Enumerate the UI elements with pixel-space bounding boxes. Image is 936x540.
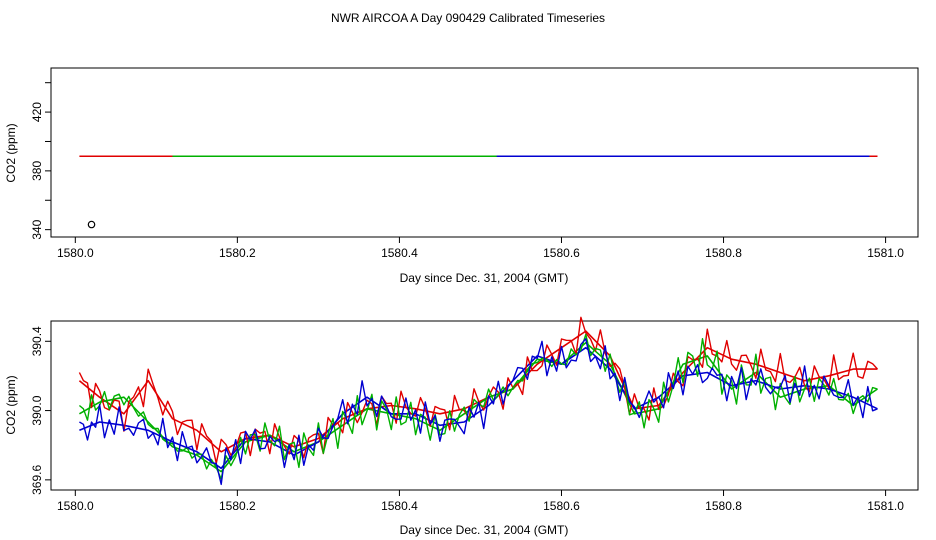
bottom-y-tick-label: 369.6 xyxy=(30,465,44,495)
bottom-y-tick-label: 390.0 xyxy=(30,395,44,425)
bottom-series-red-detail xyxy=(78,316,879,464)
top-y-axis-label: CO2 (ppm) xyxy=(4,123,18,182)
bottom-series-green xyxy=(79,341,878,473)
bottom-series-red xyxy=(78,330,878,453)
bottom-panel: 1580.0 1580.2 1580.4 1580.6 1580.8 1581.0 369… xyxy=(4,316,919,537)
top-x-tick-label: 1580.8 xyxy=(705,246,742,260)
top-x-tick-label: 1581.0 xyxy=(867,246,904,260)
top-point-marker xyxy=(87,220,96,229)
bottom-series-blue-detail xyxy=(79,338,878,486)
top-plot-area xyxy=(79,155,878,229)
bottom-y-tick-label: 390.4 xyxy=(30,326,44,356)
bottom-x-tick-label: 1580.6 xyxy=(543,499,580,513)
bottom-series-green-detail xyxy=(78,333,878,480)
bottom-x-tick-label: 1581.0 xyxy=(867,499,904,513)
bottom-x-axis-label: Day since Dec. 31, 2004 (GMT) xyxy=(400,523,569,537)
top-x-axis: 1580.0 1580.2 1580.4 1580.6 1580.8 1581.0 xyxy=(57,237,904,260)
top-x-tick-label: 1580.0 xyxy=(57,246,94,260)
top-plot-frame xyxy=(50,67,919,238)
top-x-tick-label: 1580.4 xyxy=(381,246,418,260)
top-x-tick-label: 1580.2 xyxy=(219,246,256,260)
top-panel: 1580.0 1580.2 1580.4 1580.6 1580.8 1581.0 340… xyxy=(4,67,919,285)
bottom-plot-frame xyxy=(50,320,919,491)
bottom-y-axis: 369.6 390.0 390.4 xyxy=(30,326,51,495)
bottom-x-axis: 1580.0 1580.2 1580.4 1580.6 1580.8 1581.0 xyxy=(57,490,904,513)
bottom-x-tick-label: 1580.4 xyxy=(381,499,418,513)
bottom-y-axis-label: CO2 (ppm) xyxy=(4,375,18,434)
top-x-axis-label: Day since Dec. 31, 2004 (GMT) xyxy=(400,271,569,285)
top-y-tick-label: 420 xyxy=(30,102,44,122)
bottom-x-tick-label: 1580.0 xyxy=(57,499,94,513)
top-y-axis: 340 380 420 xyxy=(30,82,51,240)
bottom-x-tick-label: 1580.8 xyxy=(705,499,742,513)
bottom-plot-area xyxy=(78,316,879,486)
top-y-tick-label: 380 xyxy=(30,161,44,181)
bottom-x-tick-label: 1580.2 xyxy=(219,499,256,513)
top-x-tick-label: 1580.6 xyxy=(543,246,580,260)
figure-title: NWR AIRCOA A Day 090429 Calibrated Times… xyxy=(331,11,605,25)
top-y-tick-label: 340 xyxy=(30,219,44,239)
